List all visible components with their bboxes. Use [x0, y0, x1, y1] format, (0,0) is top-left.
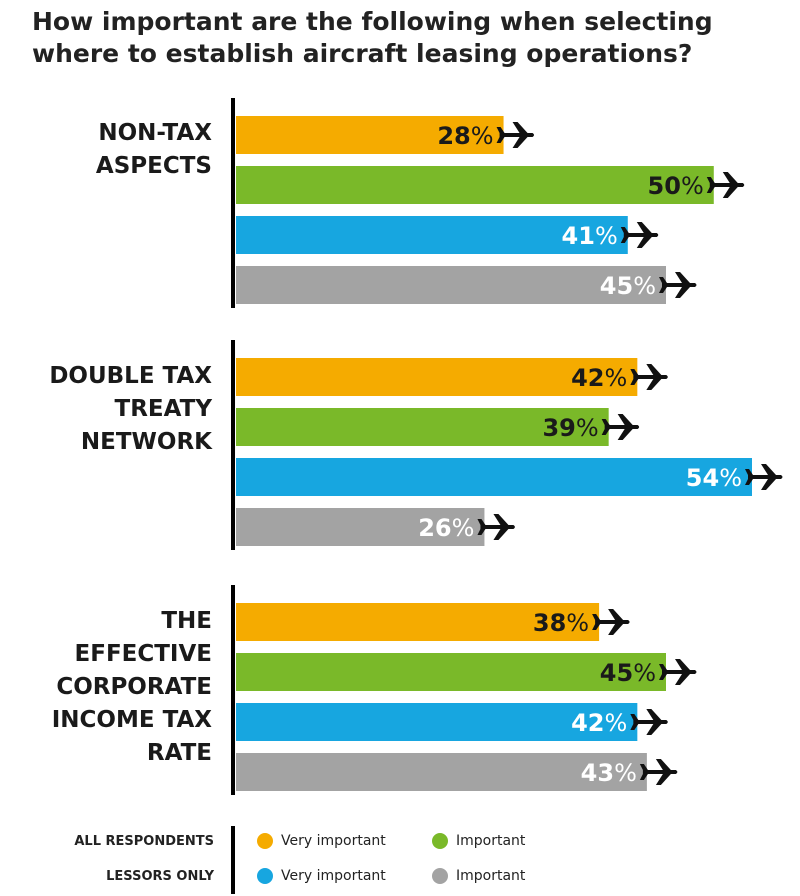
- legend-item: Important: [432, 868, 525, 884]
- airplane-icon: [659, 272, 697, 298]
- airplane-icon: [496, 122, 535, 148]
- bar: [236, 703, 638, 741]
- airplane-shape: [639, 759, 678, 785]
- bar-value-label: 45%: [600, 659, 656, 687]
- bar-value-label: 41%: [562, 222, 618, 250]
- airplane-shape: [659, 272, 697, 298]
- category-label-line: CORPORATE: [56, 674, 212, 700]
- bar-value-label: 43%: [581, 759, 637, 787]
- airplane-icon: [639, 759, 678, 785]
- bar: [236, 458, 752, 496]
- airplane-icon: [620, 222, 659, 248]
- legend-swatch: [432, 868, 448, 884]
- legend-row-label: LESSORS ONLY: [106, 869, 214, 884]
- airplane-shape: [706, 172, 745, 198]
- airplane-icon: [601, 414, 640, 440]
- bar-value-label: 42%: [571, 364, 627, 392]
- legend-item-label: Important: [456, 868, 526, 884]
- bar: [236, 166, 714, 204]
- legend-item-label: Very important: [281, 833, 386, 849]
- legend-swatch: [432, 833, 448, 849]
- airplane-shape: [477, 514, 515, 540]
- bar-value-label: 50%: [648, 172, 704, 200]
- bar-value-label: 42%: [571, 709, 627, 737]
- airplane-icon: [630, 364, 668, 390]
- airplane-shape: [592, 609, 630, 635]
- bar: [236, 508, 485, 546]
- legend-divider: [231, 826, 235, 894]
- group-axis-line: [231, 585, 235, 795]
- airplane-icon: [745, 464, 783, 490]
- category-label-line: NETWORK: [80, 429, 212, 455]
- bar: [236, 408, 609, 446]
- category-label: DOUBLE TAX TREATY NETWORK: [0, 360, 212, 459]
- category-label-line: DOUBLE TAX: [49, 363, 212, 389]
- legend-item-label: Very important: [281, 868, 386, 884]
- category-label: NON-TAX ASPECTS: [0, 117, 212, 183]
- bar: [236, 603, 600, 641]
- group-axis-line: [231, 340, 235, 550]
- airplane-shape: [630, 364, 668, 390]
- airplane-shape: [630, 709, 668, 735]
- bar: [236, 116, 504, 154]
- airplane-icon: [659, 659, 697, 685]
- airplane-icon: [592, 609, 630, 635]
- group-axis-line: [231, 98, 235, 308]
- chart-title: How important are the following when sel…: [32, 6, 792, 70]
- category-label-line: THE: [161, 608, 212, 634]
- legend-item: Very important: [257, 833, 386, 849]
- bar-value-label: 54%: [686, 464, 742, 492]
- bar-value-label: 26%: [418, 514, 474, 542]
- bar: [236, 753, 647, 791]
- legend-row-label: ALL RESPONDENTS: [74, 834, 214, 849]
- bar: [236, 266, 666, 304]
- bar: [236, 653, 666, 691]
- airplane-icon: [706, 172, 745, 198]
- legend-swatch: [257, 868, 273, 884]
- category-label: THE EFFECTIVE CORPORATE INCOME TAX RATE: [0, 605, 212, 770]
- bar-value-label: 45%: [600, 272, 656, 300]
- category-label-line: ASPECTS: [95, 153, 212, 179]
- title-line-1: How important are the following when sel…: [32, 7, 713, 36]
- airplane-shape: [659, 659, 697, 685]
- legend-item: Important: [432, 833, 525, 849]
- legend-item: Very important: [257, 868, 386, 884]
- airplane-shape: [745, 464, 783, 490]
- bar-value-label: 38%: [533, 609, 589, 637]
- airplane-icon: [477, 514, 515, 540]
- category-label-line: INCOME TAX: [51, 707, 212, 733]
- airplane-shape: [496, 122, 535, 148]
- category-label-line: RATE: [146, 740, 212, 766]
- airplane-icon: [630, 709, 668, 735]
- bar: [236, 358, 638, 396]
- bar: [236, 216, 628, 254]
- category-label-line: NON-TAX: [98, 120, 212, 146]
- bar-value-label: 39%: [542, 414, 598, 442]
- category-label-line: EFFECTIVE: [74, 641, 212, 667]
- legend-item-label: Important: [456, 833, 526, 849]
- bar-value-label: 28%: [437, 122, 493, 150]
- airplane-shape: [620, 222, 659, 248]
- category-label-line: TREATY: [114, 396, 212, 422]
- legend-swatch: [257, 833, 273, 849]
- title-line-2: where to establish aircraft leasing oper…: [32, 39, 693, 68]
- airplane-shape: [601, 414, 640, 440]
- bar-chart: 28% 50% 41% 45% 42% 39% 54% 26% 38% 45% 42% 43%: [231, 98, 783, 795]
